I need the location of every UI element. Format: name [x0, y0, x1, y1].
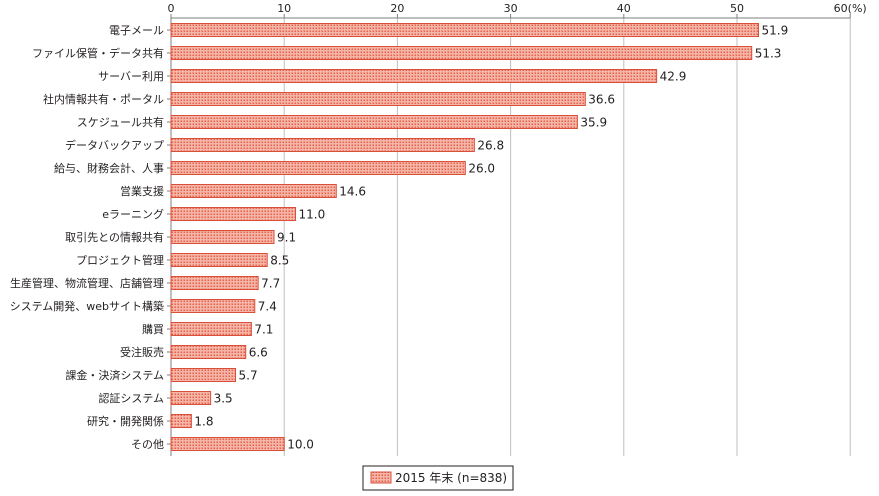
category-label: 課金・決済システム	[65, 368, 164, 382]
tick-label: 0	[168, 2, 175, 15]
legend: 2015 年末 (n=838)	[362, 465, 514, 491]
bar	[170, 253, 268, 267]
bar	[170, 115, 578, 129]
data-label: 5.7	[239, 369, 258, 383]
data-label: 7.4	[258, 300, 277, 314]
data-label: 1.8	[194, 415, 213, 429]
category-label: 取引先との情報共有	[65, 230, 164, 244]
category-labels: 電子メールファイル保管・データ共有サーバー利用社内情報共有・ポータルスケジュール…	[10, 24, 171, 451]
data-label: 10.0	[287, 438, 314, 452]
bar	[170, 391, 212, 405]
category-label: 購買	[142, 322, 164, 336]
tick-label: 50	[730, 2, 744, 15]
bar	[170, 207, 297, 221]
data-label: 7.1	[254, 323, 273, 337]
data-label: 36.6	[588, 93, 615, 107]
x-axis-ticks: 0 10 20 30 40 50 60(%)	[168, 2, 867, 19]
tick-label: 40	[617, 2, 631, 15]
tick-label: 30	[504, 2, 518, 15]
bar	[170, 299, 256, 313]
category-label: 生産管理、物流管理、店舗管理	[10, 276, 164, 290]
category-label: スケジュール共有	[77, 115, 164, 129]
bar	[170, 69, 658, 83]
data-label: 11.0	[299, 208, 326, 222]
tick-label: 60(%)	[834, 2, 867, 15]
category-label: 電子メール	[109, 24, 164, 37]
legend-swatch	[370, 471, 392, 484]
category-label: eラーニング	[102, 207, 164, 221]
legend-label: 2015 年末 (n=838)	[395, 471, 507, 485]
category-label: ファイル保管・データ共有	[32, 46, 164, 60]
bar	[170, 230, 275, 244]
data-label: 6.6	[249, 346, 268, 360]
bar	[170, 276, 259, 290]
gridlines	[170, 18, 851, 456]
bar	[170, 161, 466, 175]
bar	[170, 345, 247, 359]
bar	[170, 322, 252, 336]
bar	[170, 138, 475, 152]
tick-label: 10	[277, 2, 291, 15]
data-label: 26.0	[468, 162, 495, 176]
data-label: 35.9	[580, 116, 607, 130]
bar	[170, 368, 237, 382]
category-label: 社内情報共有・ポータル	[43, 92, 164, 106]
category-label: 給与、財務会計、人事	[54, 161, 164, 175]
data-label: 51.9	[762, 24, 789, 38]
category-label: サーバー利用	[98, 70, 164, 83]
data-label: 51.3	[755, 47, 782, 61]
bar	[170, 437, 285, 451]
bars	[170, 23, 760, 451]
category-label: システム開発、webサイト構築	[10, 299, 164, 313]
bar	[170, 92, 586, 106]
data-label: 7.7	[261, 277, 280, 291]
data-labels: 51.9 51.3 42.9 36.6 35.9 26.8 26.0 14.6 11.09.1 8…	[194, 24, 788, 452]
data-label: 14.6	[339, 185, 366, 199]
tick-label: 20	[390, 2, 404, 15]
data-label: 26.8	[477, 139, 504, 153]
category-label: 研究・開発関係	[87, 414, 164, 428]
data-label: 9.1	[277, 231, 296, 245]
category-label: 認証システム	[98, 391, 164, 405]
category-label: その他	[131, 438, 164, 451]
category-label: 営業支援	[120, 184, 164, 198]
bar	[170, 46, 753, 60]
category-label: データバックアップ	[65, 138, 164, 152]
bar	[170, 414, 192, 428]
bar	[170, 184, 337, 198]
data-label: 8.5	[270, 254, 289, 268]
category-label: プロジェクト管理	[76, 253, 164, 267]
data-label: 3.5	[214, 392, 233, 406]
bar	[170, 23, 760, 37]
data-label: 42.9	[660, 70, 687, 84]
category-label: 受注販売	[120, 345, 164, 359]
